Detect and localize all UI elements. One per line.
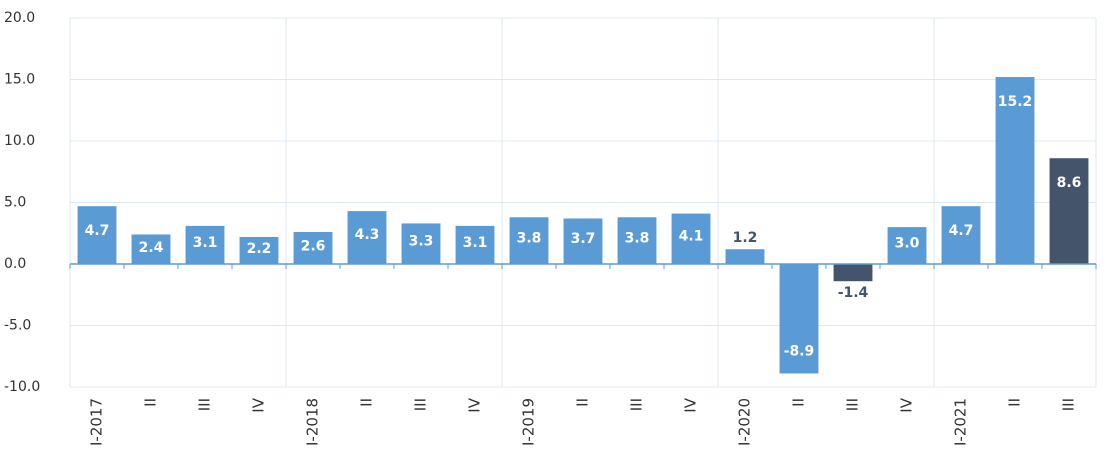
value-label: -1.4 [838,285,869,301]
bar [77,206,117,264]
bar [455,225,495,264]
x-tick-label: II [790,398,808,407]
x-tick-label: III [196,398,214,411]
y-tick-label: -5.0 [4,318,31,334]
bar [671,213,711,264]
value-label: 3.7 [571,231,596,247]
y-tick-label: 15.0 [4,72,35,88]
x-tick-label: IV [466,397,484,412]
x-tick-label: III [412,398,430,411]
bar [725,249,765,264]
value-label: 3.8 [625,230,650,246]
value-label: 3.1 [193,235,218,251]
x-tick-label: II [1006,398,1024,407]
bar [509,217,549,264]
x-tick-label: I-2020 [736,398,754,446]
value-label: -8.9 [784,343,815,359]
value-label: 3.8 [517,230,542,246]
x-tick-label: I-2017 [88,398,106,446]
value-label: 1.2 [733,230,758,246]
value-label: 3.0 [895,236,920,252]
bar [941,206,981,264]
value-label: 3.1 [463,235,488,251]
value-label: 2.6 [301,238,326,254]
value-label: 4.7 [949,223,974,239]
x-tick-label: III [1060,398,1078,411]
x-tick-label: III [844,398,862,411]
bar [131,234,171,264]
y-tick-label: 20.0 [4,10,35,26]
value-label: 8.6 [1057,175,1082,191]
value-label: 4.3 [355,227,380,243]
x-tick-label: I-2019 [520,398,538,446]
bar [779,264,819,374]
bar [617,217,657,264]
x-tick-label: IV [682,397,700,412]
x-tick-label: IV [250,397,268,412]
value-label: 3.3 [409,234,434,250]
bar [995,77,1035,264]
x-tick-label: II [574,398,592,407]
y-tick-label: -10.0 [4,379,40,395]
x-tick-label: II [142,398,160,407]
bar [293,232,333,264]
bar [347,211,387,264]
value-label: 15.2 [998,94,1033,110]
value-label: 2.2 [247,241,272,257]
bar [1049,158,1089,264]
bar [887,227,927,264]
bar [563,218,603,264]
x-tick-label: I-2018 [304,398,322,446]
bar [401,223,441,264]
y-tick-label: 0.0 [4,256,26,272]
x-tick-label: II [358,398,376,407]
value-label: 4.1 [679,228,704,244]
bar [185,225,225,264]
value-label: 4.7 [85,223,110,239]
bar [239,236,279,264]
x-tick-label: III [628,398,646,411]
y-tick-label: 10.0 [4,133,35,149]
x-tick-label: I-2021 [952,398,970,446]
x-tick-label: IV [898,397,916,412]
bar [833,264,873,282]
y-tick-label: 5.0 [4,195,26,211]
value-label: 2.4 [139,240,164,256]
